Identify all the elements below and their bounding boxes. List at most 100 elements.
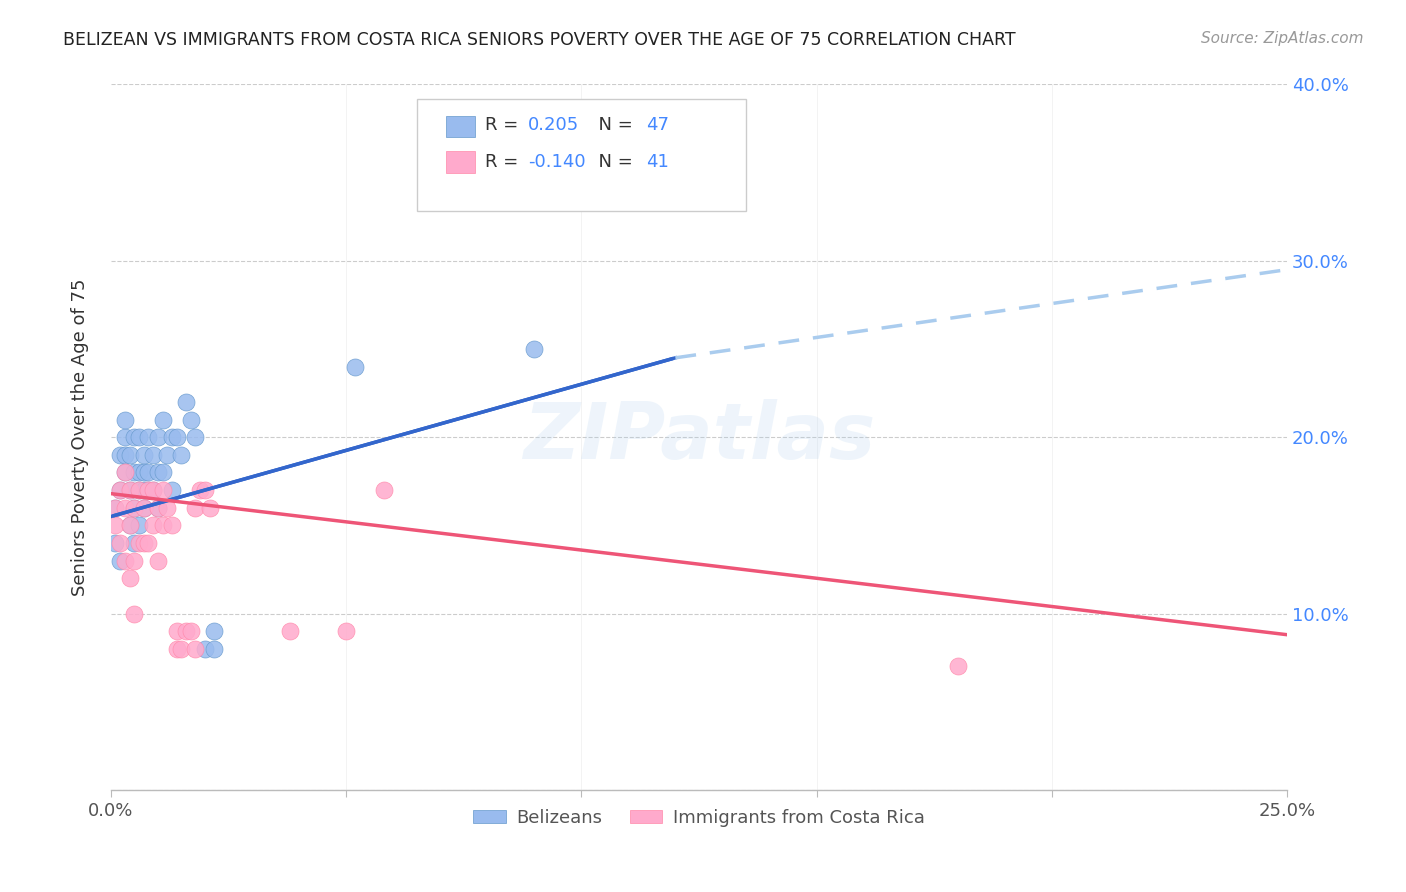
Point <box>114 430 136 444</box>
Point <box>114 554 136 568</box>
Point <box>523 342 546 356</box>
Point <box>156 448 179 462</box>
Legend: Belizeans, Immigrants from Costa Rica: Belizeans, Immigrants from Costa Rica <box>465 801 932 834</box>
Point <box>138 483 160 497</box>
Point <box>180 624 202 639</box>
Point <box>174 395 197 409</box>
Point <box>142 518 165 533</box>
Text: 47: 47 <box>645 116 669 135</box>
Point <box>118 518 141 533</box>
Point <box>138 483 160 497</box>
Point <box>118 448 141 462</box>
Point <box>108 536 131 550</box>
Point <box>152 518 174 533</box>
Point <box>174 624 197 639</box>
Point <box>108 554 131 568</box>
Text: BELIZEAN VS IMMIGRANTS FROM COSTA RICA SENIORS POVERTY OVER THE AGE OF 75 CORREL: BELIZEAN VS IMMIGRANTS FROM COSTA RICA S… <box>63 31 1017 49</box>
Point <box>160 518 183 533</box>
Point <box>146 500 169 515</box>
Point <box>114 466 136 480</box>
Point <box>132 483 155 497</box>
Point <box>128 483 150 497</box>
Point <box>156 500 179 515</box>
Point <box>118 571 141 585</box>
Text: ZIPatlas: ZIPatlas <box>523 400 875 475</box>
Point <box>160 430 183 444</box>
Text: N =: N = <box>588 153 638 171</box>
Point <box>198 500 221 515</box>
Point <box>142 483 165 497</box>
Point <box>202 641 225 656</box>
Point <box>138 430 160 444</box>
Point <box>160 483 183 497</box>
Bar <box>446 152 475 173</box>
Point <box>344 359 367 374</box>
Text: R =: R = <box>485 153 524 171</box>
Point <box>128 430 150 444</box>
Point <box>128 536 150 550</box>
Point <box>128 466 150 480</box>
Point <box>108 483 131 497</box>
Point <box>104 518 127 533</box>
Point <box>128 483 150 497</box>
Text: 41: 41 <box>645 153 669 171</box>
Point <box>152 466 174 480</box>
Point <box>124 430 146 444</box>
Point <box>188 483 211 497</box>
Point <box>132 500 155 515</box>
Point <box>124 500 146 515</box>
Point <box>114 500 136 515</box>
Point <box>132 466 155 480</box>
Point <box>202 624 225 639</box>
Point <box>128 518 150 533</box>
Text: N =: N = <box>588 116 638 135</box>
Y-axis label: Seniors Poverty Over the Age of 75: Seniors Poverty Over the Age of 75 <box>72 278 89 596</box>
Point <box>194 483 217 497</box>
Point <box>184 500 207 515</box>
Text: -0.140: -0.140 <box>529 153 586 171</box>
Point <box>166 430 188 444</box>
Point <box>170 641 193 656</box>
Point <box>124 500 146 515</box>
Point <box>108 483 131 497</box>
Text: R =: R = <box>485 116 524 135</box>
FancyBboxPatch shape <box>416 98 747 211</box>
Point <box>124 607 146 621</box>
Point <box>124 466 146 480</box>
Point <box>104 536 127 550</box>
Point <box>118 483 141 497</box>
Point <box>184 641 207 656</box>
Point <box>152 412 174 426</box>
Bar <box>446 116 475 137</box>
Point <box>138 466 160 480</box>
Point <box>166 641 188 656</box>
Point <box>132 536 155 550</box>
Point <box>124 554 146 568</box>
Point <box>114 448 136 462</box>
Point <box>152 483 174 497</box>
Point <box>146 466 169 480</box>
Point <box>142 483 165 497</box>
Point <box>146 430 169 444</box>
Point <box>132 448 155 462</box>
Point <box>946 659 969 673</box>
Point <box>184 430 207 444</box>
Point <box>104 500 127 515</box>
Point <box>118 483 141 497</box>
Point <box>194 641 217 656</box>
Point <box>166 624 188 639</box>
Point <box>146 554 169 568</box>
Point <box>278 624 301 639</box>
Point <box>124 536 146 550</box>
Point <box>180 412 202 426</box>
Point <box>170 448 193 462</box>
Point <box>108 448 131 462</box>
Point <box>114 466 136 480</box>
Point <box>146 500 169 515</box>
Point <box>138 536 160 550</box>
Point <box>118 518 141 533</box>
Point <box>373 483 395 497</box>
Point <box>132 500 155 515</box>
Text: 0.205: 0.205 <box>529 116 579 135</box>
Point <box>104 500 127 515</box>
